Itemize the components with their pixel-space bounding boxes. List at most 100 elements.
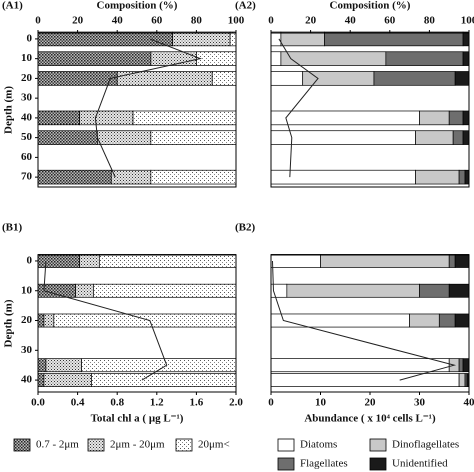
y-tick-label: 20	[21, 314, 33, 326]
x-tick-label: 60	[384, 15, 396, 27]
bar-segment	[43, 373, 92, 387]
x2-tick-label: 0	[268, 397, 274, 409]
line	[94, 38, 203, 178]
x-tick-label: 80	[424, 15, 436, 27]
x2-tick-label: 10	[315, 397, 327, 409]
bar-segment	[37, 71, 118, 86]
bar-segment	[110, 169, 152, 185]
bar-segment	[229, 31, 237, 47]
x-tick-label: 20	[305, 15, 317, 27]
bar-segment	[462, 51, 470, 66]
y-tick-label: 10	[21, 52, 33, 64]
bar-segment	[75, 283, 94, 298]
legend-label: Diatoms	[300, 439, 337, 451]
bar-segment	[37, 31, 173, 47]
x-tick-label: 0	[35, 15, 41, 27]
bar-segment	[37, 130, 98, 145]
bar-segment	[458, 358, 464, 373]
x2-tick-label: 40	[464, 397, 474, 409]
x-tick-label: 100	[461, 15, 474, 27]
x2-tick-label: 0.0	[31, 397, 45, 409]
bar-segment	[419, 283, 450, 298]
legend-label: 0.7 - 2μm	[36, 439, 79, 451]
y-tick-label: 60	[21, 151, 33, 163]
bar-segment	[458, 373, 466, 387]
bar-segment	[99, 254, 237, 268]
bar-segment	[53, 313, 237, 328]
axis-title-bottom: Abundance ( x 10⁴ cells L⁻¹)	[304, 413, 436, 425]
bar-segment	[462, 358, 470, 373]
x-tick-label: 100	[228, 15, 245, 27]
x-tick-label: 20	[72, 15, 84, 27]
y-tick-label: 50	[21, 131, 33, 143]
y-tick-label: 30	[21, 92, 33, 104]
bar-segment	[79, 110, 134, 126]
bar-segment	[172, 31, 231, 47]
bar-segment	[454, 254, 470, 268]
x-tick-label: 40	[112, 15, 124, 27]
y-tick-label: 20	[21, 72, 33, 84]
panel-label: (B2)	[235, 222, 256, 234]
bar-segment	[45, 358, 82, 373]
bar-segment	[270, 169, 416, 185]
bar-segment	[43, 313, 55, 328]
y-tick-label: 0	[27, 254, 33, 266]
bar-segment	[462, 110, 470, 126]
x2-tick-label: 0.8	[110, 397, 124, 409]
x2-tick-label: 30	[414, 397, 426, 409]
plot-frame	[37, 254, 237, 393]
bar-segment	[270, 110, 420, 126]
panel-label: (B1)	[2, 222, 23, 234]
bar-segment	[37, 373, 45, 387]
bar-segment	[286, 283, 420, 298]
axis-title-top: Composition (%)	[97, 0, 178, 12]
bar-segment	[37, 51, 152, 66]
x2-tick-label: 20	[365, 397, 377, 409]
bar-segment	[462, 130, 470, 145]
bar-segment	[415, 169, 460, 185]
bar-segment	[409, 313, 440, 328]
bar-segment	[150, 169, 237, 185]
legend-swatch	[87, 438, 105, 452]
y-axis-title: Depth (m)	[3, 299, 15, 347]
bar-segment	[419, 110, 450, 126]
line	[271, 260, 457, 381]
axis-title-top: Composition (%)	[330, 0, 411, 12]
bar-segment	[270, 71, 304, 86]
x2-tick-label: 1.2	[150, 397, 164, 409]
x-tick-label: 0	[268, 15, 274, 27]
bar-segment	[270, 313, 410, 328]
bar-segment	[464, 169, 470, 185]
legend-swatch	[175, 438, 193, 452]
bar-segment	[37, 313, 45, 328]
legend-swatch	[369, 438, 387, 452]
legend-label: Dinoflagellates	[392, 439, 459, 451]
bar-segment	[91, 373, 237, 387]
legend-swatch	[277, 438, 295, 452]
bar-segment	[93, 283, 237, 298]
bar-segment	[270, 373, 460, 387]
bar-segment	[196, 51, 237, 66]
bar-segment	[415, 130, 454, 145]
legend-swatch	[13, 438, 31, 452]
panel-label: (A1)	[2, 0, 23, 12]
bar-segment	[37, 254, 80, 268]
bar-segment	[270, 51, 282, 66]
y-axis-title: Depth (m)	[3, 86, 15, 134]
x-tick-label: 40	[345, 15, 357, 27]
bar-segment	[150, 51, 197, 66]
bar-segment	[150, 130, 237, 145]
x2-tick-label: 0.4	[71, 397, 85, 409]
x2-tick-label: 2.0	[229, 397, 243, 409]
line	[43, 260, 168, 381]
axis-title-bottom: Total chl a ( μg L⁻¹)	[91, 413, 184, 425]
legend-label: Flagellates	[300, 458, 348, 470]
bar-segment	[280, 31, 325, 47]
bar-segment	[454, 313, 470, 328]
legend-swatch	[277, 457, 295, 471]
bar-segment	[324, 31, 464, 47]
bar-segment	[302, 71, 375, 86]
bar-segment	[132, 110, 237, 126]
bar-segment	[385, 51, 464, 66]
